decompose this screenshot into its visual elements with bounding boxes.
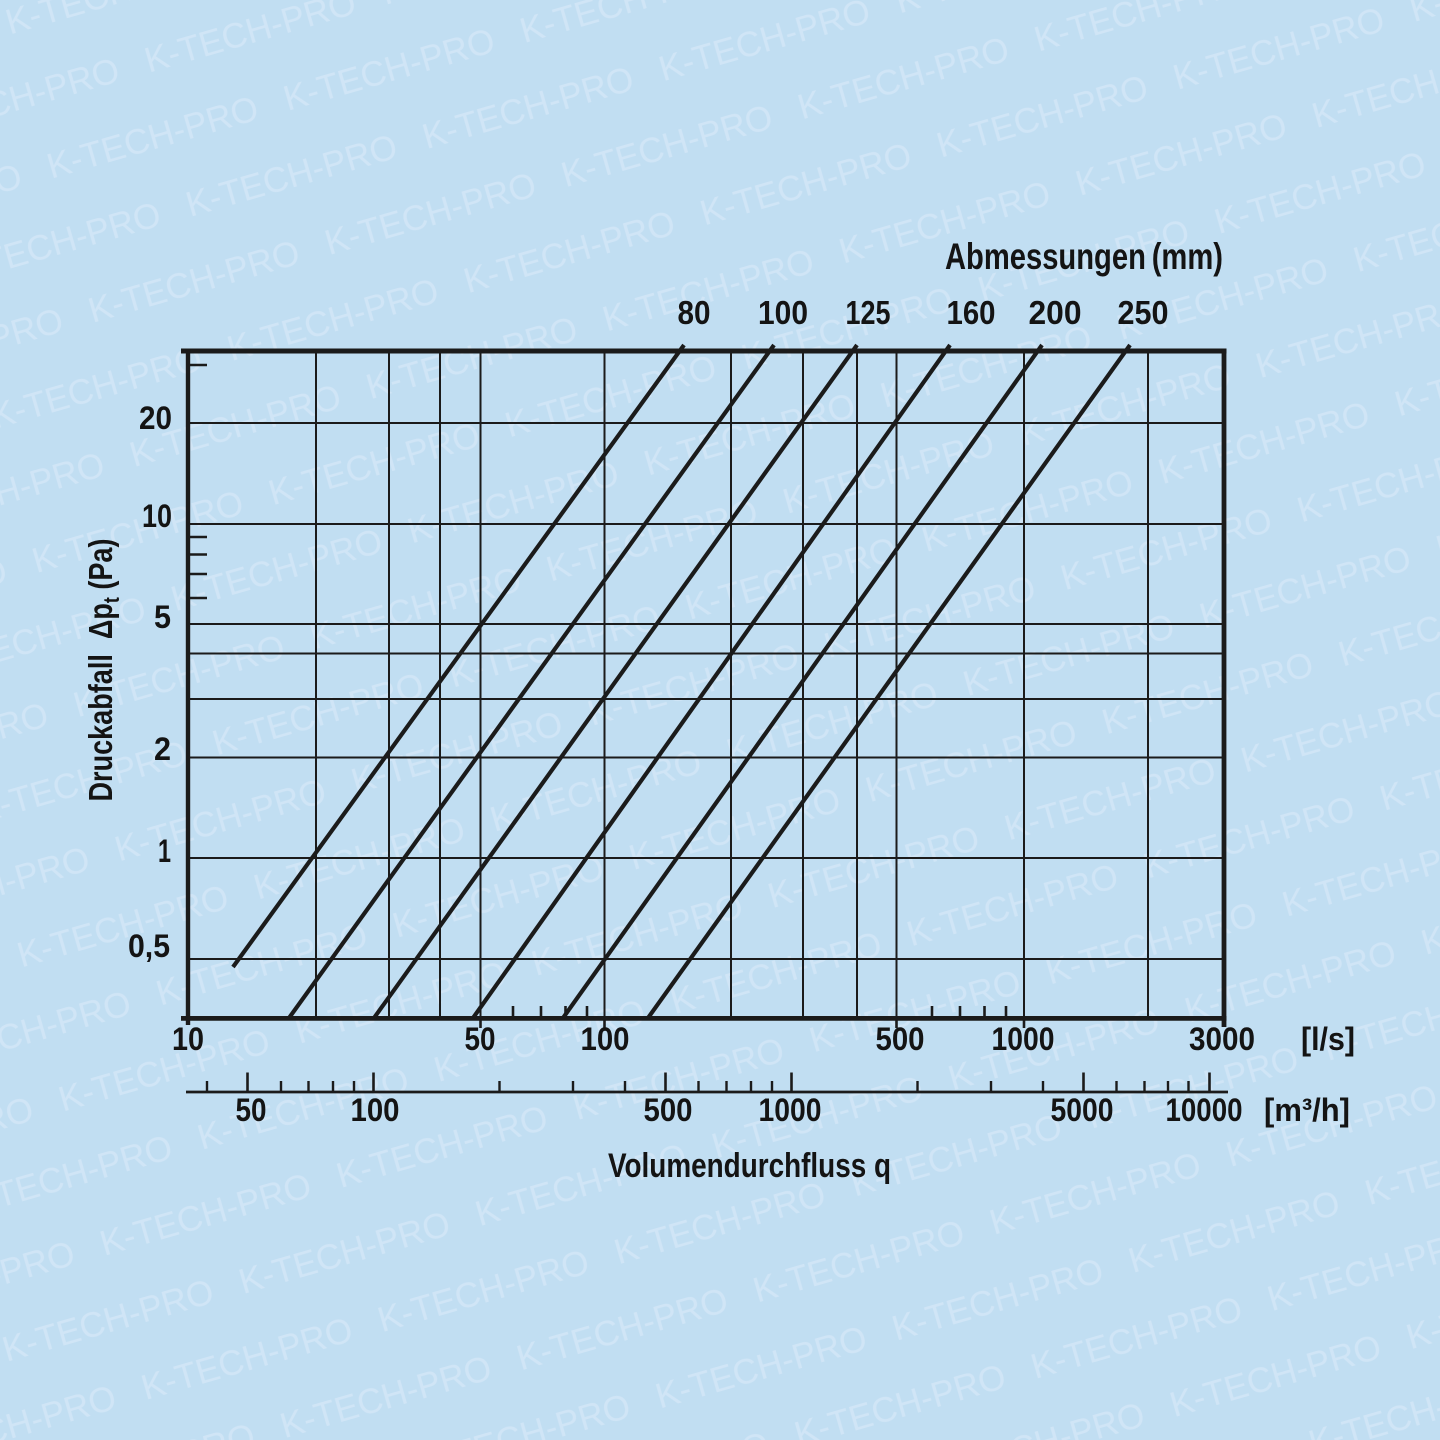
svg-text:[m³/h]: [m³/h] (1264, 1092, 1350, 1128)
svg-text:3000: 3000 (1189, 1021, 1255, 1057)
svg-text:[l/s]: [l/s] (1301, 1021, 1355, 1057)
svg-text:250: 250 (1118, 294, 1169, 331)
svg-text:5: 5 (154, 599, 171, 635)
svg-text:5000: 5000 (1051, 1092, 1114, 1128)
svg-text:Abmessungen (mm): Abmessungen (mm) (945, 236, 1223, 277)
svg-text:100: 100 (758, 294, 808, 331)
svg-text:20: 20 (139, 400, 172, 436)
svg-text:2: 2 (154, 731, 171, 767)
svg-text:0,5: 0,5 (128, 928, 170, 964)
svg-text:100: 100 (351, 1092, 400, 1128)
svg-text:125: 125 (846, 294, 891, 331)
svg-text:100: 100 (581, 1021, 630, 1057)
svg-text:200: 200 (1029, 294, 1082, 331)
svg-text:10000: 10000 (1166, 1092, 1243, 1128)
svg-text:500: 500 (876, 1021, 925, 1057)
svg-text:50: 50 (236, 1092, 267, 1128)
svg-text:80: 80 (678, 294, 711, 331)
svg-text:50: 50 (465, 1021, 496, 1057)
svg-text:1000: 1000 (992, 1021, 1055, 1057)
svg-text:1: 1 (158, 833, 171, 869)
svg-text:1000: 1000 (759, 1092, 822, 1128)
svg-text:Volumendurchfluss q: Volumendurchfluss q (608, 1147, 891, 1185)
svg-text:Druckabfall Δpt (Pa): Druckabfall Δpt (Pa) (82, 539, 124, 802)
svg-text:500: 500 (644, 1092, 693, 1128)
svg-text:10: 10 (142, 498, 172, 534)
svg-text:10: 10 (172, 1021, 204, 1057)
svg-text:160: 160 (947, 294, 996, 331)
